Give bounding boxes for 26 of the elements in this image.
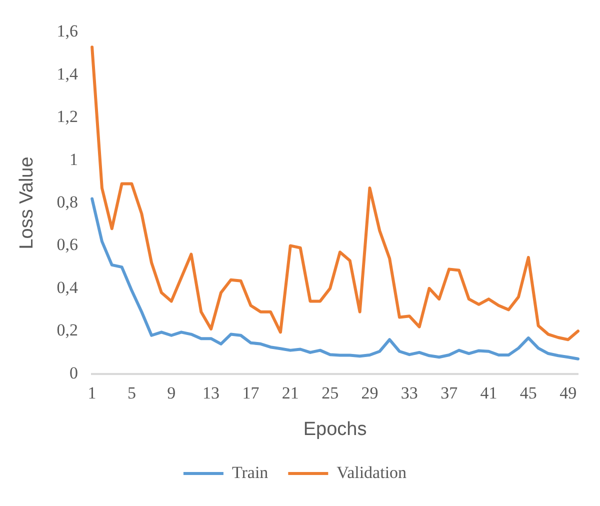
x-axis-title: Epochs — [303, 418, 367, 440]
x-tick-label: 33 — [400, 383, 418, 402]
legend-label: Train — [232, 462, 269, 482]
x-tick-label: 45 — [520, 383, 537, 402]
x-tick-label: 9 — [167, 383, 176, 402]
x-tick-label: 37 — [440, 383, 458, 402]
y-tick-label: 1,6 — [56, 22, 78, 41]
legend-label: Validation — [336, 462, 408, 482]
x-tick-label: 25 — [322, 383, 339, 402]
y-tick-label: 0,2 — [56, 320, 78, 340]
x-tick-label: 29 — [361, 383, 378, 402]
x-tick-label: 49 — [560, 383, 577, 402]
x-tick-label: 21 — [282, 383, 299, 402]
y-tick-label: 0 — [70, 363, 78, 382]
y-tick-label: 0,8 — [56, 192, 78, 212]
x-tick-label: 13 — [202, 383, 220, 402]
y-axis-title: Loss Value — [16, 156, 38, 250]
x-tick-label: 41 — [480, 383, 498, 402]
y-tick-label: 0,6 — [56, 235, 78, 254]
y-tick-label: 1 — [70, 150, 78, 169]
y-tick-label: 1,2 — [56, 107, 78, 126]
x-tick-label: 1 — [88, 383, 96, 402]
y-tick-label: 0,4 — [56, 278, 79, 297]
x-tick-label: 17 — [242, 383, 260, 402]
x-tick-label: 5 — [127, 383, 136, 402]
y-tick-label: 1,4 — [56, 64, 79, 84]
